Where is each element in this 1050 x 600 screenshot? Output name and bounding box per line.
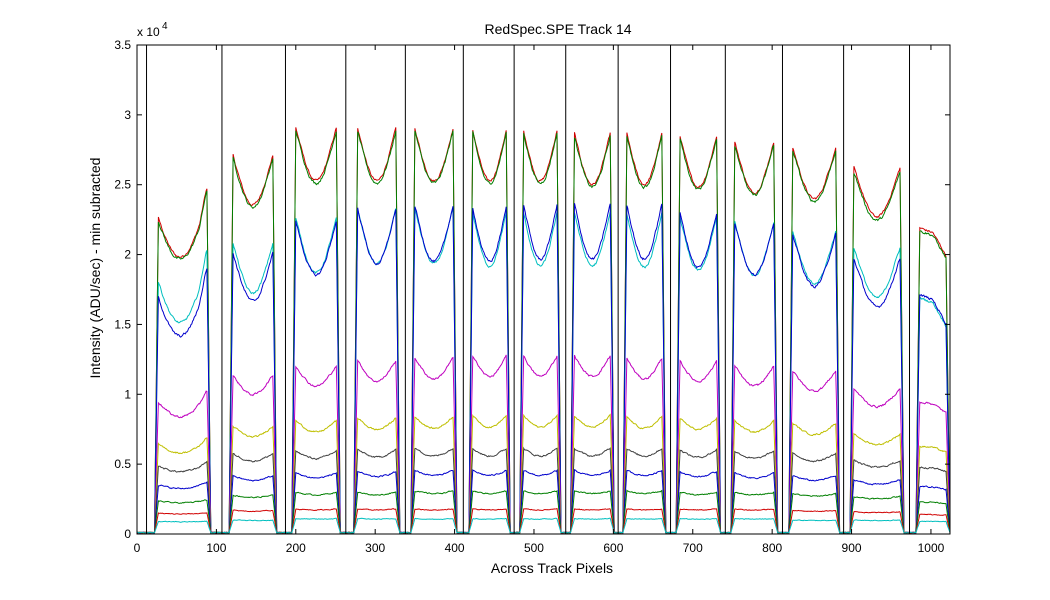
series-line — [136, 468, 951, 534]
series-line — [136, 446, 951, 534]
x-tick-label: 0 — [134, 541, 141, 555]
vertical-marker-layer — [146, 45, 911, 534]
y-tick-label: 0 — [124, 527, 131, 541]
y-exponent-label: x 10 — [137, 25, 160, 39]
series-line — [137, 413, 951, 534]
x-tick-label: 600 — [603, 541, 623, 555]
series-line — [136, 489, 951, 534]
x-tick-label: 700 — [683, 541, 703, 555]
series-line — [136, 207, 951, 534]
y-tick-label: 0.5 — [114, 457, 131, 471]
y-tick-label: 3.5 — [114, 38, 131, 52]
chart-title: RedSpec.SPE Track 14 — [484, 21, 631, 37]
plot-frame — [136, 44, 951, 535]
y-tick-label: 3 — [124, 108, 131, 122]
series-line — [136, 507, 951, 534]
x-tick-label: 400 — [445, 541, 465, 555]
x-tick-label: 200 — [286, 541, 306, 555]
y-tick-label: 1.5 — [114, 317, 131, 331]
series-line — [136, 203, 951, 534]
y-tick-label: 2.5 — [114, 178, 131, 192]
x-tick-label: 100 — [206, 541, 226, 555]
series-line — [136, 130, 951, 534]
y-axis-title: Intensity (ADU/sec) - min subracted — [87, 158, 103, 379]
x-axis-title: Across Track Pixels — [491, 560, 613, 576]
y-tick-label: 2 — [124, 248, 131, 262]
x-tick-label: 500 — [524, 541, 544, 555]
series-line — [137, 517, 951, 534]
y-tick-label: 1 — [124, 387, 131, 401]
x-tick-label: 900 — [842, 541, 862, 555]
y-exponent-power: 4 — [162, 21, 168, 32]
x-tick-label: 1000 — [918, 541, 945, 555]
series-line — [136, 127, 951, 534]
series-layer — [136, 127, 951, 534]
x-tick-label: 800 — [762, 541, 782, 555]
x-tick-label: 300 — [365, 541, 385, 555]
x-axis: 0 100 200 300 400 500 600 700 800 900 1000 — [134, 45, 945, 555]
y-axis: 0 0.5 1 1.5 2 2.5 3 3.5 — [114, 38, 950, 541]
series-line — [136, 354, 951, 534]
